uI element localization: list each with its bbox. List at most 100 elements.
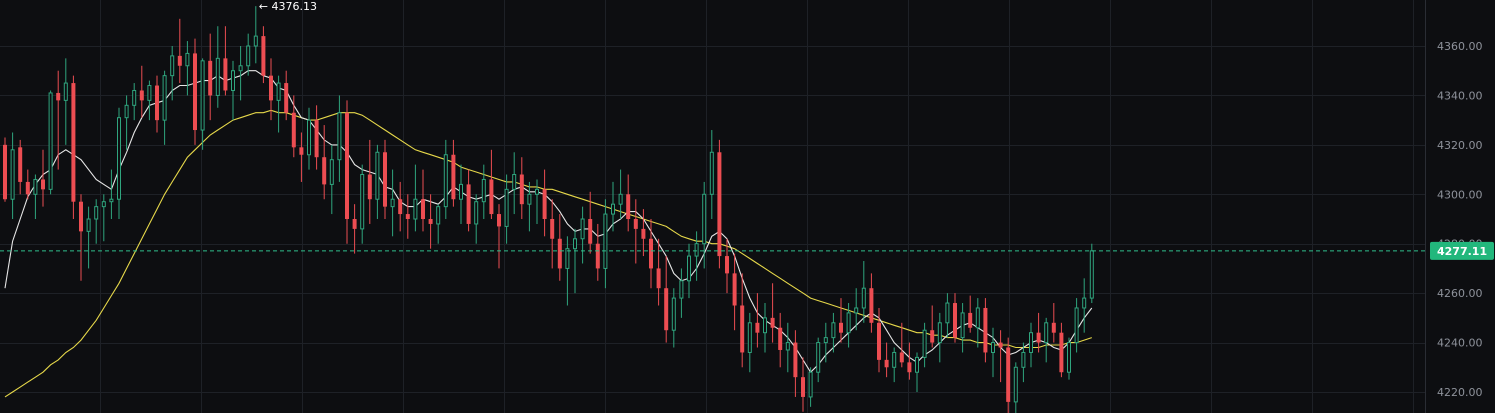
- y-tick-label: 4220.00: [1437, 386, 1483, 399]
- candle-body: [170, 55, 175, 77]
- candle-down: [664, 256, 669, 343]
- candle-body: [702, 193, 707, 245]
- candle-body: [611, 203, 615, 215]
- candle-up: [413, 164, 418, 232]
- candle-body: [132, 89, 137, 106]
- candle-body: [535, 188, 539, 195]
- candle-body: [778, 327, 783, 350]
- candle-down: [740, 273, 745, 368]
- candle-body: [41, 179, 45, 190]
- candle-body: [246, 45, 251, 67]
- candle-body: [215, 57, 220, 96]
- candle-up: [337, 95, 342, 182]
- candle-up: [443, 139, 448, 219]
- candle-body: [177, 55, 182, 66]
- candle-body: [185, 52, 190, 67]
- candle-body: [421, 199, 425, 219]
- candle-body: [1059, 332, 1064, 373]
- candle-up: [922, 322, 927, 368]
- ma-fast-path: [4, 70, 1093, 374]
- candle-up: [763, 303, 767, 353]
- candle-body: [854, 307, 859, 314]
- candle-down: [208, 33, 213, 121]
- candle-up: [535, 179, 539, 224]
- candle-body: [839, 322, 843, 333]
- candle-up: [512, 152, 517, 215]
- candle-down: [291, 95, 296, 158]
- candle-body: [877, 322, 881, 360]
- candle-body: [307, 119, 311, 156]
- candle-up: [679, 268, 684, 318]
- candle-body: [740, 305, 745, 353]
- candle-body: [390, 198, 395, 208]
- candle-body: [595, 243, 600, 269]
- candle-down: [755, 293, 760, 348]
- candle-body: [550, 219, 555, 239]
- candle-body: [633, 219, 638, 229]
- candle-up: [580, 206, 585, 264]
- candle-body: [945, 302, 950, 324]
- candle-body: [922, 329, 927, 358]
- high-marker-label: ← 4376.13: [259, 0, 317, 13]
- candle-body: [717, 152, 722, 257]
- candle-up: [694, 231, 699, 281]
- candle-up: [937, 312, 942, 363]
- last-price-value: 4277.11: [1437, 245, 1487, 258]
- candle-body: [975, 307, 980, 329]
- candle-body: [428, 219, 433, 224]
- candle-body: [71, 83, 76, 202]
- candle-body: [223, 58, 228, 91]
- candle-down: [489, 149, 494, 219]
- candle-down: [884, 342, 889, 378]
- candle-up: [960, 303, 965, 353]
- candle-up: [1013, 362, 1018, 413]
- candle-down: [314, 105, 319, 170]
- candle-body: [793, 342, 798, 378]
- candle-body: [565, 248, 570, 269]
- candle-up: [94, 199, 99, 244]
- grid-lines: [0, 0, 1426, 413]
- candle-down: [269, 58, 273, 121]
- candle-up: [915, 352, 919, 392]
- last-price-tag-bg: [1430, 241, 1494, 260]
- y-tick-label: 4320.00: [1437, 139, 1483, 152]
- candle-body: [367, 174, 372, 200]
- candle-down: [550, 199, 555, 269]
- candle-down: [869, 273, 874, 333]
- candle-up: [611, 181, 615, 232]
- candle-body: [345, 112, 349, 219]
- candle-body: [466, 184, 471, 224]
- candle-down: [953, 293, 957, 343]
- candle-body: [1051, 322, 1056, 333]
- candle-body: [208, 60, 213, 96]
- candle-up: [200, 58, 205, 150]
- candle-body: [86, 218, 91, 232]
- candle-down: [155, 75, 159, 133]
- candle-body: [162, 75, 167, 121]
- candle-down: [261, 26, 266, 84]
- candle-body: [861, 287, 866, 309]
- candle-body: [276, 82, 281, 101]
- candle-body: [147, 85, 152, 101]
- price-axis[interactable]: 4220.004240.004260.004280.004300.004320.…: [1437, 40, 1483, 399]
- candle-down: [56, 70, 61, 170]
- candle-body: [915, 356, 919, 373]
- candle-body: [1029, 332, 1033, 353]
- candle-body: [79, 201, 83, 232]
- candle-down: [770, 283, 775, 343]
- candle-body: [557, 238, 562, 269]
- candle-body: [284, 83, 289, 113]
- candle-up: [48, 90, 53, 195]
- candle-down: [79, 194, 83, 281]
- candle-body: [983, 307, 988, 353]
- candle-up: [603, 199, 608, 289]
- candle-up: [1021, 342, 1026, 383]
- candle-up: [687, 243, 691, 299]
- candle-body: [48, 92, 53, 190]
- candle-body: [1036, 332, 1041, 343]
- candle-body: [1089, 250, 1094, 299]
- candle-up: [329, 144, 334, 215]
- candle-up: [709, 130, 714, 219]
